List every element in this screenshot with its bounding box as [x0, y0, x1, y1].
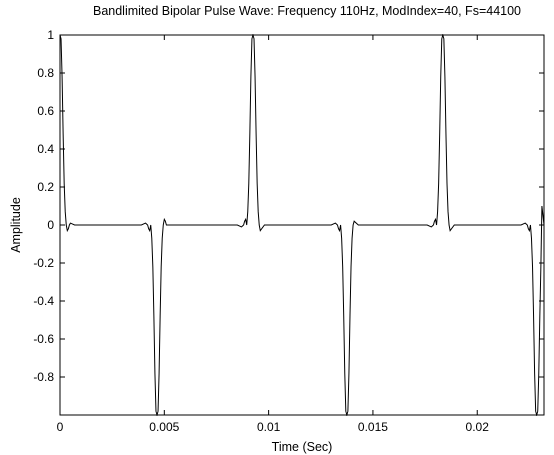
y-tick-label: -0.8 — [33, 370, 54, 384]
x-tick-label: 0.015 — [358, 420, 388, 434]
x-tick-label: 0 — [57, 420, 64, 434]
y-tick-label: 1 — [47, 28, 54, 42]
y-tick-label: -0.2 — [33, 256, 54, 270]
x-axis: 0 0.005 0.01 0.015 0.02 — [57, 35, 490, 434]
y-tick-label: 0.2 — [37, 180, 54, 194]
x-tick-label: 0.02 — [466, 420, 490, 434]
y-tick-label: 0.4 — [37, 142, 54, 156]
y-tick-label: 0.8 — [37, 66, 54, 80]
y-tick-label: -0.4 — [33, 294, 54, 308]
chart-title: Bandlimited Bipolar Pulse Wave: Frequenc… — [93, 4, 521, 18]
series-line — [60, 34, 544, 416]
x-axis-label: Time (Sec) — [272, 440, 333, 454]
y-tick-label: -0.6 — [33, 332, 54, 346]
y-tick-label: 0 — [47, 218, 54, 232]
y-tick-label: 0.6 — [37, 104, 54, 118]
y-axis: 1 0.8 0.6 0.4 0.2 0 -0.2 -0.4 -0.6 -0.8 — [33, 28, 544, 384]
y-axis-label: Amplitude — [9, 197, 23, 253]
x-tick-label: 0.01 — [257, 420, 281, 434]
series-layer — [60, 34, 544, 416]
x-tick-label: 0.005 — [149, 420, 179, 434]
